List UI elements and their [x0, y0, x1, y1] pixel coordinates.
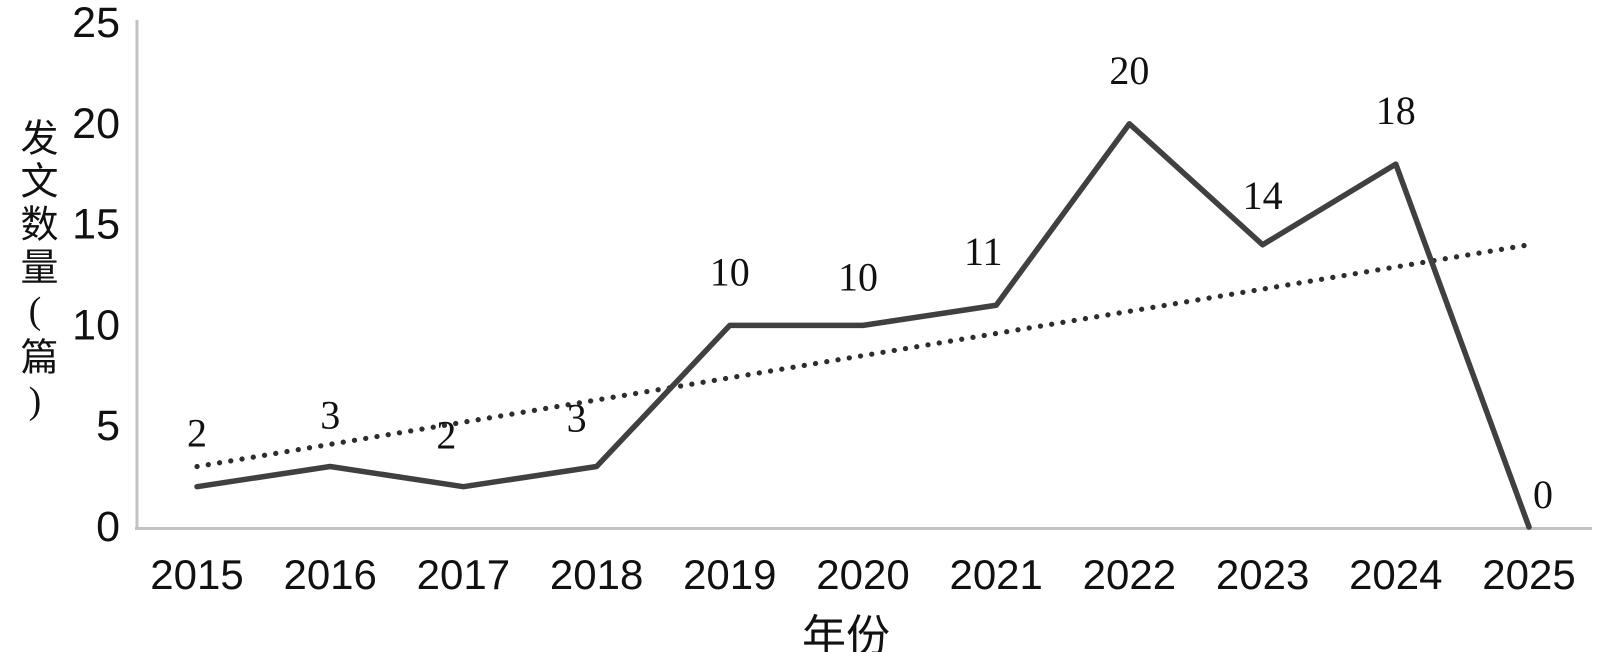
x-tick-label: 2015	[150, 551, 243, 598]
x-axis-title: 年份	[802, 612, 890, 652]
y-tick-label: 5	[96, 402, 120, 450]
y-tick-label: 20	[72, 100, 120, 148]
data-point-label: 14	[1243, 173, 1283, 218]
x-tick-label: 2017	[417, 551, 510, 598]
x-tick-label: 2021	[949, 551, 1042, 598]
y-tick-label: 0	[96, 503, 120, 551]
x-tick-label: 2025	[1482, 551, 1575, 598]
data-point-label: 3	[567, 396, 587, 441]
data-point-label: 2	[187, 411, 207, 456]
x-tick-label: 2023	[1216, 551, 1309, 598]
x-tick-label: 2020	[816, 551, 909, 598]
data-point-label: 3	[320, 393, 340, 438]
data-point-label: 18	[1376, 88, 1416, 133]
y-tick-label: 15	[72, 201, 120, 249]
y-tick-label: 25	[72, 0, 120, 47]
data-series-line	[194, 121, 1532, 530]
x-tick-label: 2018	[550, 551, 643, 598]
x-tick-label: 2019	[683, 551, 776, 598]
data-point-label: 10	[838, 254, 878, 299]
data-point-label: 10	[710, 249, 750, 294]
y-axis-title: 发文数量(篇)	[14, 118, 56, 427]
data-point-label: 20	[1109, 48, 1149, 93]
x-tick-label: 2024	[1349, 551, 1442, 598]
data-point-label: 11	[964, 229, 1003, 274]
x-tick-label: 2016	[283, 551, 376, 598]
y-tick-label: 10	[72, 301, 120, 349]
data-point-label: 2	[436, 413, 456, 458]
data-point-label: 0	[1533, 472, 1553, 517]
x-tick-label: 2022	[1083, 551, 1176, 598]
trend-line	[194, 242, 1532, 470]
